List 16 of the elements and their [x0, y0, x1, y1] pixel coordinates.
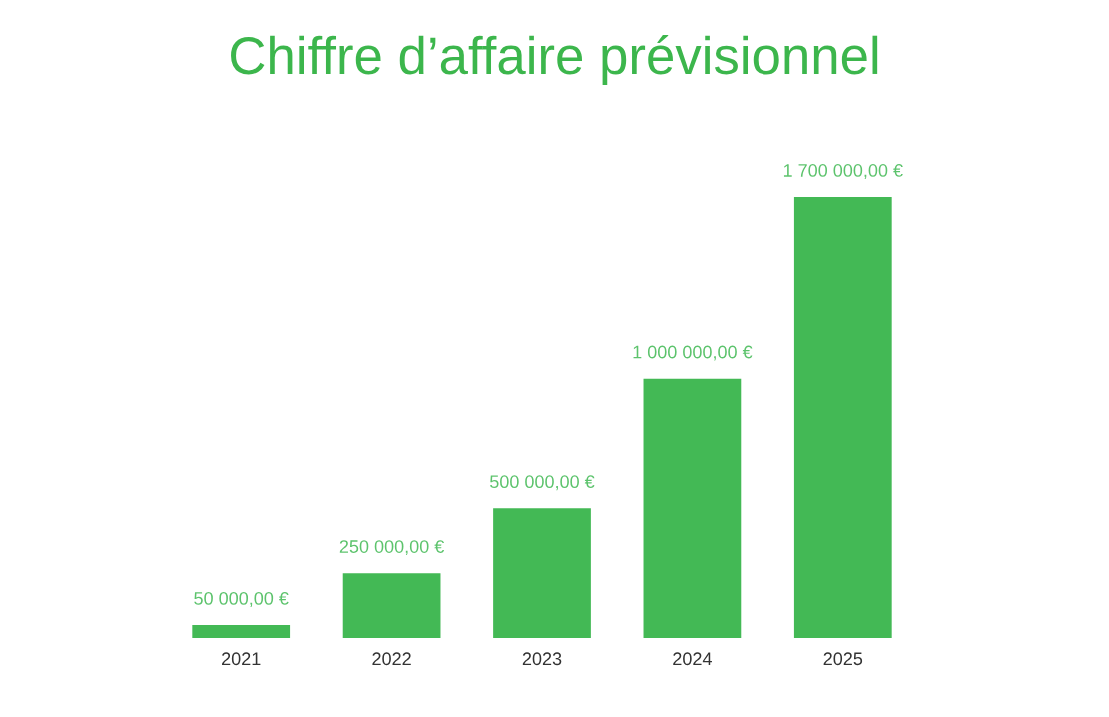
x-tick-label: 2024 [673, 652, 712, 666]
data-label: 1 000 000,00 € [633, 345, 753, 361]
data-label: 50 000,00 € [194, 592, 289, 607]
x-tick-label: 2023 [522, 652, 562, 666]
x-tick-label: 2025 [823, 652, 863, 666]
bar [493, 508, 591, 638]
x-tick-label: 2022 [372, 652, 411, 666]
chart-title: Chiffre d’affaire prévisionnel [231, 35, 878, 85]
data-label: 1 700 000,00 € [783, 164, 903, 179]
bar [192, 625, 291, 638]
bar [342, 573, 441, 638]
x-tick-label: 2021 [222, 652, 261, 666]
data-label: 500 000,00 € [490, 475, 595, 491]
bar [643, 378, 742, 638]
data-label: 250 000,00 € [339, 540, 445, 556]
bar [793, 197, 892, 638]
